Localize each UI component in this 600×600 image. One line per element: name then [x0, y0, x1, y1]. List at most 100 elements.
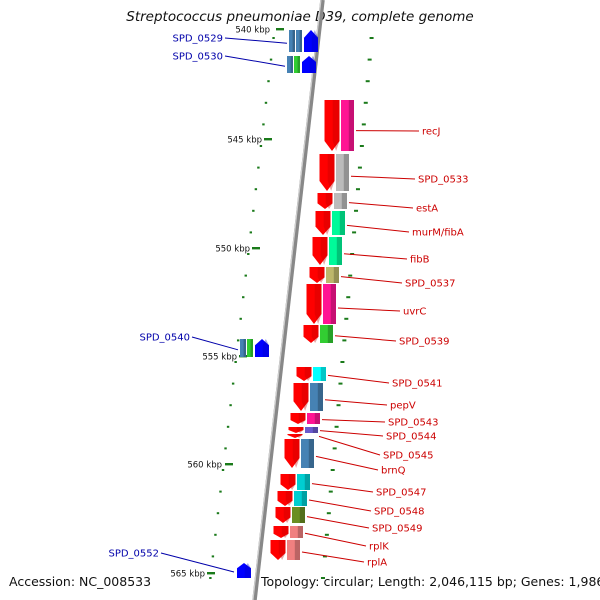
gene-arrow[interactable] — [270, 540, 286, 560]
gene-label[interactable]: SPD_0529 — [172, 34, 223, 45]
scale-tick — [354, 209, 359, 212]
gene-murm-fiba[interactable] — [315, 211, 346, 235]
gene-label[interactable]: rplA — [367, 558, 387, 569]
gene-label[interactable]: recJ — [422, 127, 441, 138]
accession-text: Accession: NC_008533 — [9, 574, 152, 589]
gene-arrow[interactable] — [287, 434, 303, 438]
gene-spd-0539[interactable] — [303, 325, 334, 343]
gene-label[interactable]: fibB — [410, 255, 430, 266]
label-leader — [308, 499, 372, 512]
label-leader — [350, 175, 416, 180]
gene-label[interactable]: SPD_0549 — [372, 524, 423, 535]
gene-fibb[interactable] — [312, 237, 343, 265]
gene-label[interactable]: SPD_0547 — [376, 488, 427, 499]
label-leader — [311, 483, 374, 493]
gene-label[interactable]: uvrC — [403, 307, 426, 318]
gene-spd-0548[interactable] — [277, 491, 308, 506]
scale-tick — [352, 231, 357, 234]
gene-arrow[interactable] — [284, 439, 300, 468]
gene-arrow[interactable] — [324, 100, 340, 151]
gene-spd-0549[interactable] — [275, 507, 306, 523]
gene-arrow[interactable] — [293, 383, 309, 411]
gene-arrow[interactable] — [319, 154, 335, 191]
scale-tick — [247, 253, 250, 255]
gene-pepv[interactable] — [293, 383, 324, 411]
gene-arrow[interactable] — [288, 427, 304, 433]
gene-arrow[interactable] — [277, 491, 293, 506]
gene-label[interactable]: SPD_0540 — [139, 333, 190, 344]
gene-spd-0530[interactable] — [287, 56, 316, 73]
gene-arrow[interactable] — [317, 193, 333, 209]
gene-arrow[interactable] — [304, 30, 318, 52]
gene-arrow[interactable] — [296, 367, 312, 381]
gene-arrow[interactable] — [255, 339, 269, 357]
gene-spd-0543[interactable] — [290, 413, 321, 424]
gene-label[interactable]: SPD_0537 — [405, 279, 456, 290]
gene-label[interactable]: SPD_0543 — [388, 418, 439, 429]
gene-arrow[interactable] — [302, 56, 316, 73]
gene-brnq[interactable] — [284, 439, 315, 468]
gene-label[interactable]: murM/fibA — [412, 228, 464, 239]
label-leader — [334, 335, 397, 342]
label-leader — [324, 399, 388, 406]
gene-arrow[interactable] — [306, 284, 322, 324]
gene-label[interactable]: SPD_0544 — [386, 432, 437, 443]
label-leader — [348, 202, 414, 209]
gene-arrow-shade — [298, 413, 306, 424]
gene-arrow-shade — [317, 267, 325, 283]
scale-tick — [267, 80, 270, 83]
gene-arrow-shade — [296, 427, 304, 433]
gene-label[interactable]: SPD_0530 — [172, 52, 223, 63]
gene-uvrc[interactable] — [306, 284, 337, 324]
gene-arrow[interactable] — [273, 526, 289, 538]
gene-arrow[interactable] — [290, 413, 306, 424]
gene-label[interactable]: estA — [416, 204, 438, 215]
label-leader — [318, 435, 381, 456]
scale-tick — [320, 577, 325, 579]
gene-label[interactable]: SPD_0541 — [392, 379, 443, 390]
gene-label[interactable]: pepV — [390, 401, 416, 412]
scale-tick — [336, 404, 341, 407]
gene-spd-0529[interactable] — [289, 30, 318, 52]
gene-spd-0544[interactable] — [288, 427, 319, 433]
gene-spd-0540[interactable] — [240, 339, 269, 357]
gene-spd-0537[interactable] — [309, 267, 340, 283]
gene-spd-0541[interactable] — [296, 367, 327, 381]
gene-rpla[interactable] — [270, 540, 301, 560]
scale-tick — [259, 145, 263, 147]
label-leader — [346, 224, 410, 233]
genome-summary-text: Topology: circular; Length: 2,046,115 bp… — [261, 574, 600, 589]
gene-recj[interactable] — [324, 100, 355, 151]
gene-rplk[interactable] — [273, 526, 304, 538]
gene-arrow[interactable] — [309, 267, 325, 283]
gene-spd-0545[interactable] — [287, 434, 303, 438]
gene-spd-0552[interactable] — [237, 563, 251, 578]
scale-tick — [231, 382, 235, 385]
gene-arrow[interactable] — [280, 474, 296, 490]
gene-arrow[interactable] — [237, 563, 251, 578]
scale-tick — [348, 274, 353, 277]
cog-bar-shade — [341, 193, 347, 209]
cog-bar-shade — [301, 491, 307, 506]
gene-esta[interactable] — [317, 193, 348, 209]
gene-arrow[interactable] — [275, 507, 291, 523]
gene-arrow[interactable] — [312, 237, 328, 265]
backbone — [252, 0, 325, 600]
gene-label[interactable]: SPD_0552 — [108, 549, 159, 560]
scale-tick — [219, 490, 222, 493]
gene-label[interactable]: SPD_0533 — [418, 175, 469, 186]
gene-spd-0533[interactable] — [319, 154, 350, 191]
gene-arrow[interactable] — [315, 211, 331, 235]
scale-tick — [357, 166, 362, 169]
label-leader — [191, 336, 239, 351]
gene-label[interactable]: SPD_0545 — [383, 451, 434, 462]
label-leader — [337, 307, 401, 312]
scale-tick — [340, 361, 345, 363]
gene-label[interactable]: SPD_0548 — [374, 507, 425, 518]
gene-label[interactable]: SPD_0539 — [399, 337, 450, 348]
gene-arrow[interactable] — [303, 325, 319, 343]
gene-label[interactable]: rplK — [369, 542, 389, 553]
gene-label[interactable]: brnQ — [381, 466, 406, 477]
cog-bar-shade — [290, 56, 293, 73]
gene-spd-0547[interactable] — [280, 474, 311, 490]
